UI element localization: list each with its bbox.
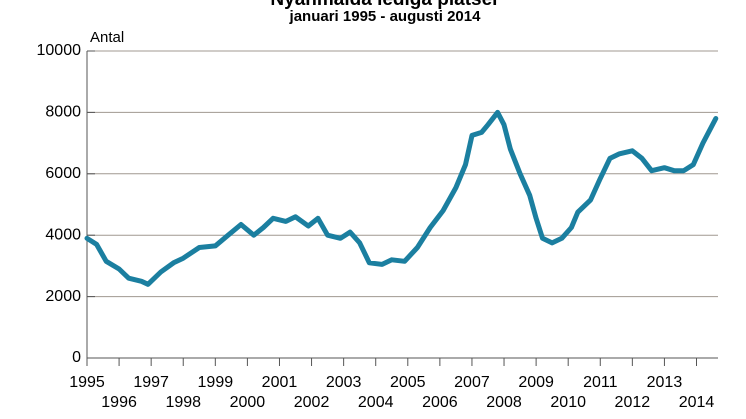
x-tick-label: 2010 [550, 394, 586, 411]
y-axis-label: Antal [90, 29, 124, 46]
y-tick-label: 10000 [37, 42, 82, 59]
x-tick-label: 2005 [390, 374, 426, 391]
x-tick-label: 2003 [326, 374, 362, 391]
x-tick-label: 2001 [262, 374, 298, 391]
chart-title: Nyanmälda lediga platser [270, 0, 500, 10]
x-tick-label: 2004 [358, 394, 394, 411]
y-tick-label: 8000 [45, 104, 81, 121]
y-tick-label: 2000 [45, 288, 81, 305]
y-tick-label: 4000 [45, 226, 81, 243]
x-tick-label: 2012 [615, 394, 651, 411]
x-tick-label: 2014 [679, 394, 715, 411]
line [84, 109, 719, 287]
x-tick-label: 2006 [422, 394, 458, 411]
x-tick-label: 2011 [583, 374, 618, 391]
x-tick-label: 2013 [647, 374, 683, 391]
x-tick-label: 2008 [486, 394, 522, 411]
x-tick-label: 1995 [69, 374, 105, 391]
x-tick-label: 2000 [230, 394, 266, 411]
x-tick-label: 1998 [165, 394, 201, 411]
x-tick-label: 2009 [518, 374, 554, 391]
x-tick-label: 2007 [454, 374, 490, 391]
chart-subtitle: januari 1995 - augusti 2014 [289, 8, 482, 25]
x-tick-label: 1996 [101, 394, 137, 411]
y-tick-label: 6000 [45, 165, 81, 182]
x-tick-label: 1997 [133, 374, 169, 391]
x-tick-label: 2002 [294, 394, 330, 411]
y-tick-label: 0 [72, 349, 81, 366]
x-tick-label: 1999 [198, 374, 234, 391]
